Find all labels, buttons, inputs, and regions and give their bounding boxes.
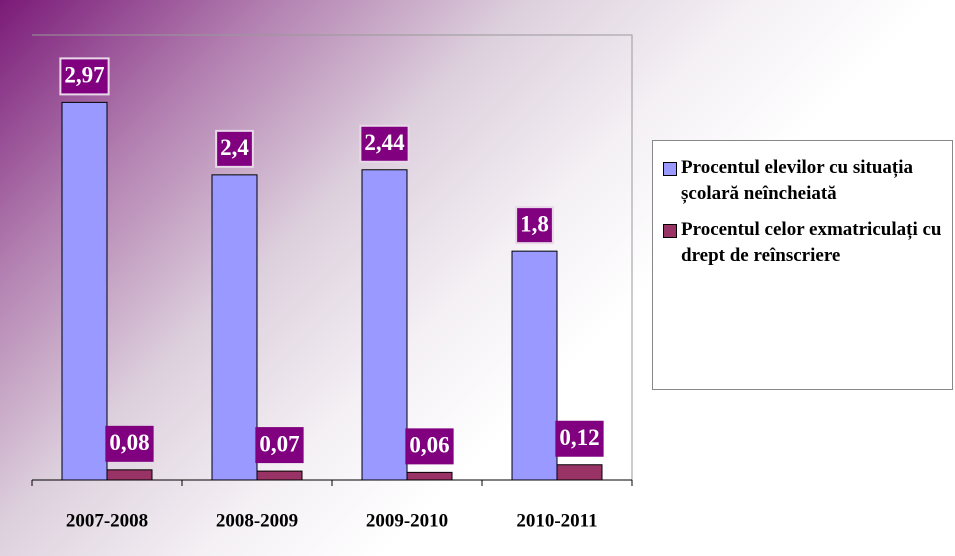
data-label-bg: [555, 420, 604, 457]
legend-label: Procentul elevilor cu situația școlară n…: [681, 157, 914, 204]
x-tick-label: 2008-2009: [216, 510, 298, 531]
data-label-bg: [105, 425, 154, 462]
legend-swatch: [663, 224, 677, 238]
x-tick-label: 2010-2011: [516, 510, 597, 531]
data-label: 0,06: [409, 433, 449, 458]
data-label: 0,07: [259, 431, 299, 456]
data-label-bg: [515, 206, 554, 245]
bar: [361, 169, 408, 481]
x-tick-label: 2009-2010: [366, 510, 448, 531]
bar: [256, 470, 303, 481]
data-label: 2,44: [364, 130, 405, 155]
data-label-bg: [215, 129, 254, 168]
data-label-bg: [405, 428, 454, 465]
data-label: 0,12: [559, 425, 599, 450]
legend-swatch: [663, 162, 677, 176]
data-label-bg: [359, 124, 410, 163]
legend-item: Procentul elevilor cu situația școlară n…: [663, 155, 952, 207]
bar: [511, 250, 558, 481]
data-label: 2,4: [220, 135, 249, 160]
data-label-bg: [255, 427, 304, 464]
data-label: 1,8: [520, 211, 549, 236]
data-label: 2,97: [64, 63, 104, 88]
bar: [106, 469, 153, 481]
plot-frame: [32, 34, 633, 480]
data-label: 0,08: [109, 430, 149, 455]
bar: [406, 471, 453, 481]
legend-label: Procentul celor exmatriculați cu drept d…: [681, 219, 942, 266]
bar: [61, 101, 108, 481]
data-label-bg: [59, 57, 110, 96]
bar: [211, 174, 258, 481]
x-tick-label: 2007-2008: [66, 510, 148, 531]
legend-item: Procentul celor exmatriculați cu drept d…: [663, 217, 952, 269]
legend: Procentul elevilor cu situația școlară n…: [652, 140, 953, 390]
bar: [556, 464, 603, 481]
